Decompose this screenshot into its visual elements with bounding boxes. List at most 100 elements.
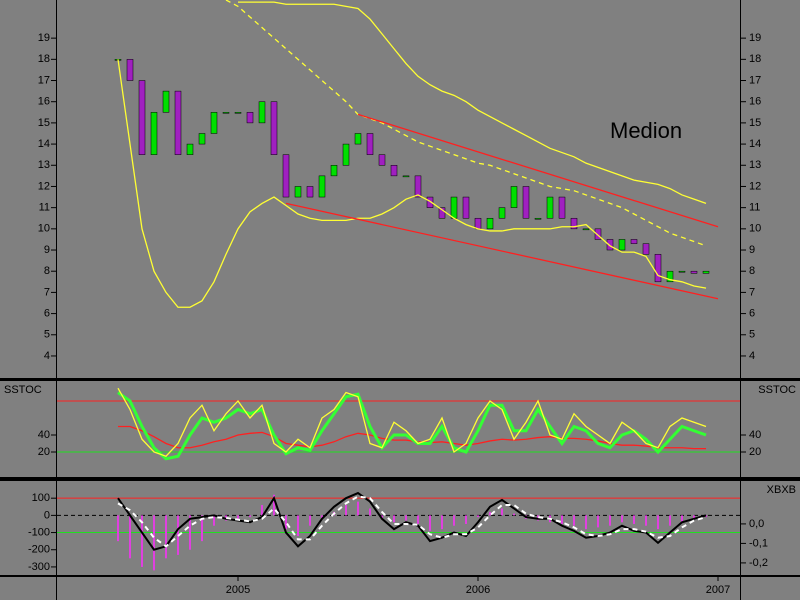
- histogram-bar: [237, 515, 239, 519]
- x-tick-label: 2007: [706, 584, 730, 596]
- candle: [402, 175, 410, 178]
- histogram-bar: [273, 494, 275, 516]
- candle: [438, 207, 446, 219]
- y-tick-label: 5: [44, 329, 50, 341]
- axis-line: [740, 0, 741, 600]
- candle: [642, 243, 650, 255]
- y-tick-label: 19: [749, 32, 761, 44]
- y-tick-label: 7: [749, 286, 755, 298]
- histogram-bar: [345, 505, 347, 516]
- histogram-bar: [573, 515, 575, 526]
- y-tick-label: 40: [38, 429, 50, 441]
- candle: [294, 186, 302, 198]
- candle: [138, 80, 146, 155]
- candle: [678, 270, 686, 273]
- candle: [210, 112, 218, 134]
- candle: [174, 90, 182, 155]
- y-tick-label: 7: [44, 286, 50, 298]
- y2-tick-label: -0,1: [749, 537, 768, 549]
- panel-label: SSTOC: [758, 384, 796, 396]
- candle: [186, 143, 194, 155]
- histogram-bar: [201, 515, 203, 542]
- y-tick-label: 13: [38, 159, 50, 171]
- histogram-bar: [693, 515, 695, 519]
- histogram-bar: [477, 515, 479, 518]
- candle: [198, 133, 206, 145]
- y2-tick-label: 0,0: [749, 518, 764, 530]
- y-tick-label: 10: [38, 223, 50, 235]
- series-line: [117, 59, 707, 308]
- panel: [57, 491, 740, 571]
- candle: [354, 133, 362, 145]
- histogram-bar: [249, 515, 251, 518]
- y-tick-label: 12: [38, 180, 50, 192]
- y-tick-label: 13: [749, 159, 761, 171]
- y-tick-label: 20: [38, 446, 50, 458]
- y-tick-label: 14: [38, 138, 50, 150]
- series-line: [117, 491, 707, 551]
- y-tick-label: 6: [749, 307, 755, 319]
- candle: [150, 112, 158, 155]
- candle: [426, 196, 434, 208]
- y-tick-label: -300: [28, 561, 50, 573]
- candle: [318, 175, 326, 198]
- histogram-bar: [597, 515, 599, 528]
- y-tick-label: 0: [44, 509, 50, 521]
- y-tick-label: 19: [38, 32, 50, 44]
- panel-label: SSTOC: [4, 384, 42, 396]
- candle: [462, 196, 470, 219]
- histogram-bar: [561, 515, 563, 524]
- y-tick-label: 4: [749, 350, 755, 362]
- y-tick-label: -100: [28, 526, 50, 538]
- y-tick-label: 8: [749, 265, 755, 277]
- histogram-bar: [117, 515, 119, 542]
- candle: [582, 228, 590, 231]
- candle: [270, 101, 278, 155]
- histogram-bar: [321, 515, 323, 519]
- candle: [690, 270, 698, 274]
- candle: [258, 101, 266, 124]
- y-tick-label: 11: [39, 202, 50, 214]
- y-tick-label: 16: [749, 96, 761, 108]
- candle: [510, 186, 518, 208]
- candle: [546, 196, 554, 219]
- candle: [234, 112, 242, 114]
- y-tick-label: 9: [44, 244, 50, 256]
- candle: [126, 59, 134, 81]
- y-tick-label: -200: [28, 544, 50, 556]
- y-tick-label: 5: [749, 329, 755, 341]
- series-line: [225, 0, 707, 247]
- histogram-bar: [465, 515, 467, 524]
- y-tick-label: 17: [749, 74, 761, 86]
- y-tick-label: 10: [749, 223, 761, 235]
- histogram-bar: [669, 515, 671, 526]
- candle: [162, 90, 170, 113]
- candle: [702, 270, 710, 274]
- histogram-bar: [633, 515, 635, 524]
- separator: [0, 575, 800, 577]
- histogram-bar: [165, 515, 167, 559]
- axis-line: [56, 0, 57, 600]
- y-tick-label: 100: [32, 492, 50, 504]
- histogram-bar: [129, 515, 131, 559]
- histogram-bar: [441, 515, 443, 530]
- y-tick-label: 8: [44, 265, 50, 277]
- histogram-bar: [393, 515, 395, 523]
- histogram-bar: [297, 515, 299, 536]
- histogram-bar: [213, 515, 215, 526]
- candle: [246, 112, 254, 124]
- histogram-bar: [405, 515, 407, 521]
- candle: [534, 217, 542, 220]
- histogram-bar: [657, 515, 659, 530]
- annotation: Medion: [610, 118, 682, 143]
- histogram-bar: [369, 508, 371, 516]
- histogram-bar: [261, 505, 263, 516]
- histogram-bar: [513, 513, 515, 516]
- histogram-bar: [621, 515, 623, 523]
- series-line: [117, 391, 707, 461]
- separator: [0, 477, 800, 481]
- y-tick-label: 14: [749, 138, 761, 150]
- y-tick-label: 17: [38, 74, 50, 86]
